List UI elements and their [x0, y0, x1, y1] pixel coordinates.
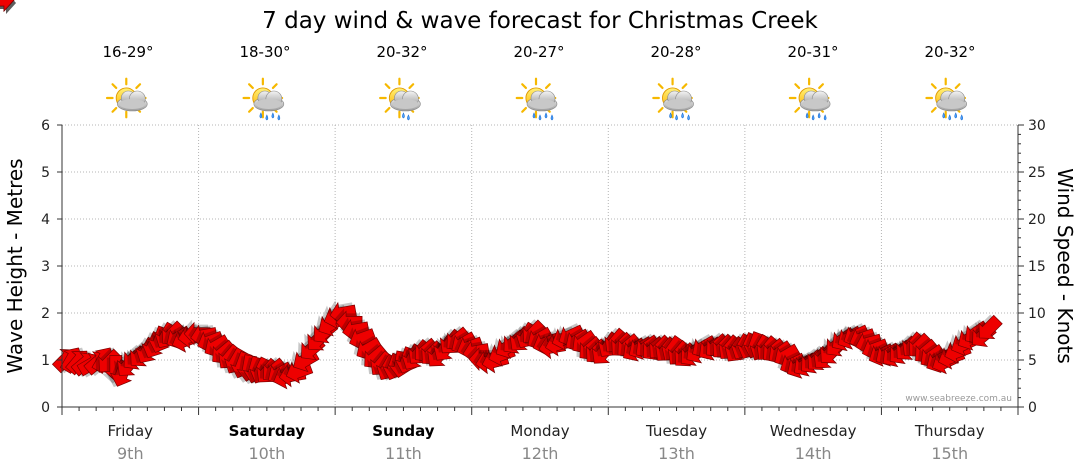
- sun-cloud-rain-icon: [925, 77, 968, 121]
- svg-text:16-29°: 16-29°: [102, 43, 153, 61]
- left-tick-label: 0: [41, 400, 50, 416]
- chart-title: 7 day wind & wave forecast for Christmas…: [262, 8, 818, 34]
- sun-cloud-rain-icon: [788, 77, 831, 121]
- right-tick-label: 10: [1028, 306, 1046, 322]
- left-tick-label: 1: [41, 353, 50, 369]
- left-tick-label: 5: [41, 165, 50, 181]
- day-name-label: Sunday: [372, 422, 435, 440]
- wind-arrow: [327, 300, 358, 326]
- day-name-label: Thursday: [914, 422, 985, 440]
- sun-cloud-rain-icon: [515, 77, 558, 121]
- plot-area: www.seabreeze.com.au: [0, 0, 1019, 408]
- temp-label-monday: 20-27°: [513, 43, 564, 61]
- temp-label-tuesday: 20-28°: [650, 43, 701, 61]
- left-tick-label: 4: [41, 212, 50, 228]
- wind-arrow: [346, 326, 377, 351]
- day-date-label: 13th: [658, 444, 695, 463]
- day-name-label: Saturday: [229, 422, 306, 440]
- day-name-label: Wednesday: [770, 422, 857, 440]
- sun-cloud-light-rain-icon: [379, 77, 421, 121]
- weather-row: 16-29° 18-30° 20-32° 20-27° 20-28° 20-31…: [102, 43, 975, 61]
- left-axis-label: Wave Height - Metres: [3, 158, 27, 373]
- weather-icons: [105, 77, 968, 121]
- temp-label-sunday: 20-32°: [376, 43, 427, 61]
- sun-cloud-rain-icon: [652, 77, 694, 121]
- temp-label-friday: 16-29°: [102, 43, 153, 61]
- left-tick-label: 3: [41, 259, 50, 275]
- day-date-label: 12th: [522, 444, 559, 463]
- right-tick-label: 5: [1028, 353, 1037, 369]
- right-axis-label: Wind Speed - Knots: [1053, 168, 1077, 364]
- left-tick-label: 2: [41, 306, 50, 322]
- right-tick-label: 15: [1028, 259, 1046, 275]
- day-date-label: 14th: [795, 444, 832, 463]
- temp-label-saturday: 18-30°: [239, 43, 290, 61]
- wind-arrow: [0, 0, 16, 14]
- svg-text:20-28°: 20-28°: [650, 43, 701, 61]
- day-date-label: 15th: [931, 444, 968, 463]
- temp-label-wednesday: 20-31°: [787, 43, 838, 61]
- right-tick-label: 20: [1028, 212, 1046, 228]
- day-labels: Friday 9th Saturday 10th Sunday 11th Monday 12t…: [108, 422, 985, 463]
- axis-ticks: 0 1 2 3 4 5 6 0 5 10 15 20 25 30: [41, 118, 1046, 416]
- svg-text:18-30°: 18-30°: [239, 43, 290, 61]
- right-tick-label: 0: [1028, 400, 1037, 416]
- day-name-label: Friday: [108, 422, 154, 440]
- svg-text:20-31°: 20-31°: [787, 43, 838, 61]
- day-name-label: Tuesday: [645, 422, 707, 440]
- sun-cloud-icon: [105, 77, 148, 119]
- day-date-label: 11th: [385, 444, 422, 463]
- temp-label-thursday: 20-32°: [924, 43, 975, 61]
- sun-cloud-rain-icon: [242, 77, 285, 121]
- credit-text: www.seabreeze.com.au: [905, 394, 1012, 404]
- wind-arrow: [975, 314, 1003, 340]
- svg-text:20-32°: 20-32°: [376, 43, 427, 61]
- day-date-label: 10th: [248, 444, 285, 463]
- svg-text:20-32°: 20-32°: [924, 43, 975, 61]
- svg-text:20-27°: 20-27°: [513, 43, 564, 61]
- day-date-label: 9th: [117, 444, 144, 463]
- left-tick-label: 6: [41, 118, 50, 134]
- right-tick-label: 30: [1028, 118, 1046, 134]
- day-name-label: Monday: [510, 422, 569, 440]
- wind-arrows: [0, 0, 1003, 390]
- right-tick-label: 25: [1028, 165, 1046, 181]
